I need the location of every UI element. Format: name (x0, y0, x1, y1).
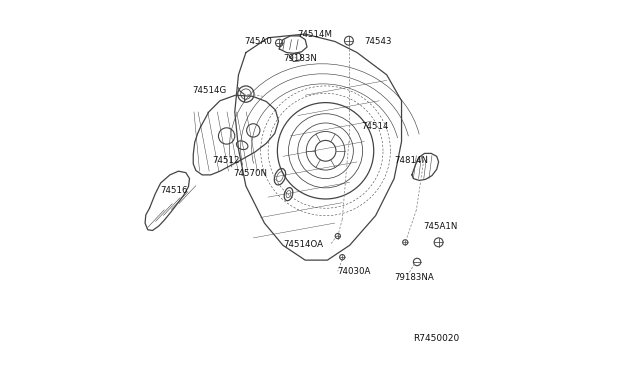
Text: R7450020: R7450020 (413, 334, 459, 343)
Text: 79183N: 79183N (283, 54, 317, 62)
Text: 74514G: 74514G (193, 86, 227, 95)
Text: 74516: 74516 (160, 186, 188, 195)
Text: 745A1N: 745A1N (423, 222, 458, 231)
Text: 74570N: 74570N (234, 169, 268, 178)
Text: 74512: 74512 (212, 155, 240, 164)
Text: 745A0: 745A0 (244, 37, 272, 46)
Text: 74814N: 74814N (394, 156, 428, 165)
Text: 74543: 74543 (364, 37, 392, 46)
Text: 74514: 74514 (362, 122, 389, 131)
Text: 74030A: 74030A (338, 267, 371, 276)
Text: 79183NA: 79183NA (394, 273, 434, 282)
Text: 74514M: 74514M (297, 29, 332, 39)
Text: 74514OA: 74514OA (283, 240, 323, 249)
